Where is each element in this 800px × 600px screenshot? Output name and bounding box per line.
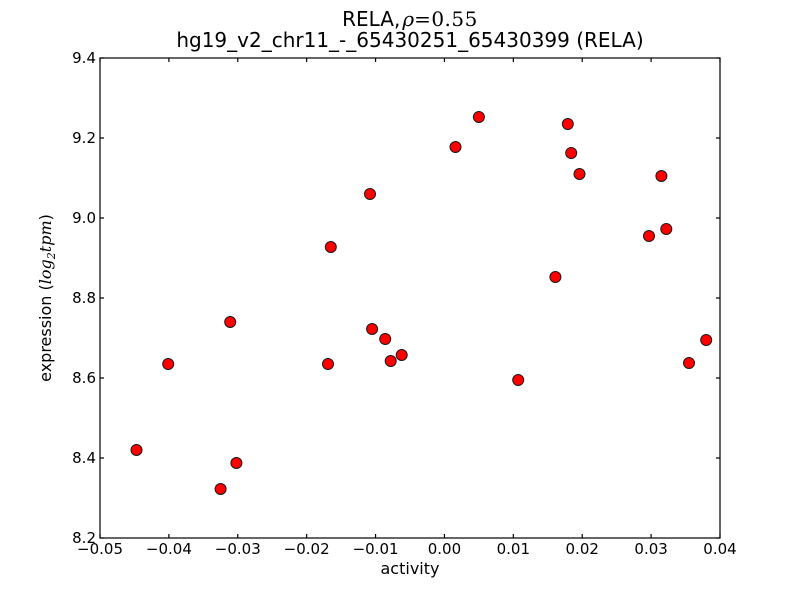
data-point <box>683 357 695 369</box>
data-point <box>660 223 673 235</box>
x-axis-label: activity <box>380 559 440 578</box>
data-point <box>643 230 655 242</box>
plot-frame <box>99 57 721 539</box>
data-point <box>472 111 485 123</box>
y-tick-label: 9.4 <box>72 49 96 67</box>
x-tick-label: −0.05 <box>77 540 123 558</box>
data-point <box>395 349 408 361</box>
data-point <box>561 118 574 130</box>
data-point <box>565 147 578 159</box>
x-tick-label: −0.01 <box>353 540 399 558</box>
chart-subtitle: hg19_v2_chr11_-_65430251_65430399 (RELA) <box>176 28 644 52</box>
chart-title-rho-value: =0.55 <box>414 7 478 31</box>
data-point <box>366 323 379 335</box>
data-point <box>655 170 668 182</box>
data-point <box>214 483 227 495</box>
y-tick-label: 8.8 <box>72 289 96 307</box>
data-point <box>162 358 175 370</box>
x-tick-label: −0.03 <box>215 540 261 558</box>
data-point <box>512 374 525 386</box>
y-tick-label: 8.2 <box>72 529 96 547</box>
data-point <box>549 271 562 283</box>
x-tick-label: 0.03 <box>634 540 667 558</box>
data-point <box>379 333 392 345</box>
y-tick-label: 8.4 <box>72 449 96 467</box>
x-tick-label: 0.00 <box>428 540 461 558</box>
chart-title-rho-symbol: ρ <box>402 7 415 31</box>
chart-title: RELA, ρ=0.55 <box>110 8 710 30</box>
data-point <box>130 444 143 456</box>
data-point <box>700 334 713 346</box>
data-point <box>230 457 243 469</box>
data-point <box>324 241 337 253</box>
y-tick-label: 9.2 <box>72 129 96 147</box>
x-tick-label: 0.01 <box>497 540 530 558</box>
data-point <box>322 358 334 370</box>
data-point <box>384 355 397 367</box>
y-tick-label: 8.6 <box>72 369 96 387</box>
x-tick-label: 0.02 <box>566 540 599 558</box>
x-tick-label: −0.02 <box>284 540 330 558</box>
x-tick-label: −0.04 <box>146 540 192 558</box>
chart-title-text: RELA, <box>342 7 401 31</box>
data-point <box>364 188 376 200</box>
data-point <box>573 168 586 180</box>
x-tick-label: 0.04 <box>703 540 736 558</box>
data-point <box>224 316 237 328</box>
y-tick-label: 9.0 <box>72 209 96 227</box>
data-point <box>449 141 462 153</box>
